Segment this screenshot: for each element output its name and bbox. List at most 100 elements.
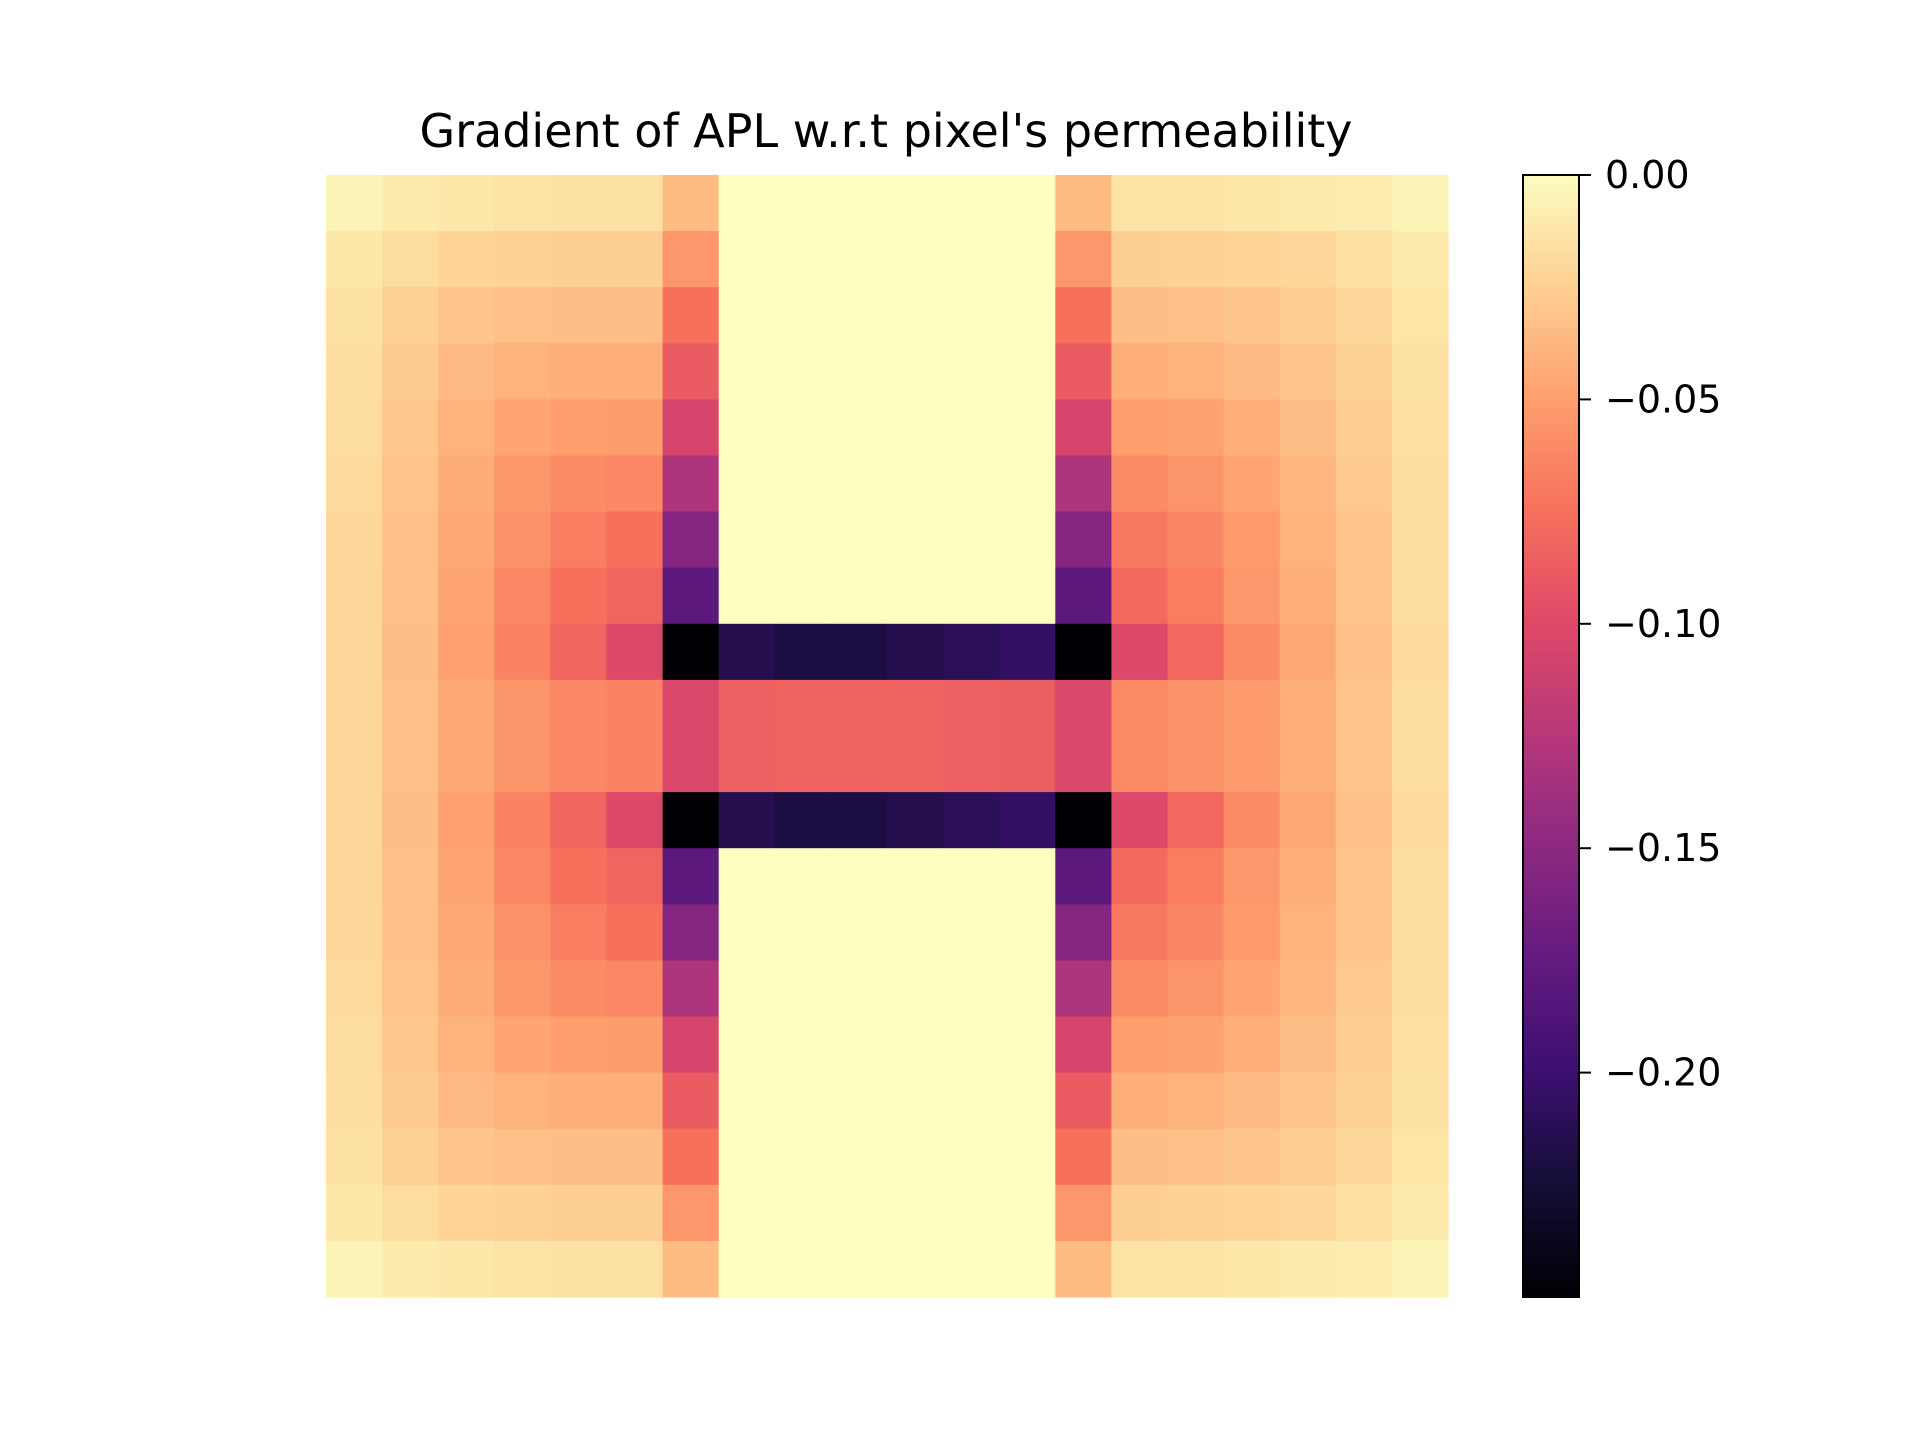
heatmap-cell (718, 960, 776, 1018)
heatmap-cell (830, 623, 888, 681)
heatmap-cell (494, 399, 551, 457)
heatmap-cell (1111, 287, 1169, 344)
heatmap-cell (438, 848, 495, 905)
heatmap-cell (662, 904, 720, 961)
heatmap-cell (1335, 792, 1393, 849)
heatmap-cell (494, 1016, 551, 1074)
heatmap-cell (550, 679, 608, 737)
heatmap-cell (1167, 736, 1225, 793)
heatmap-cell (606, 1072, 664, 1130)
heatmap-cell (438, 960, 495, 1018)
heatmap-cell (999, 792, 1056, 849)
heatmap-cell (1279, 960, 1337, 1018)
heatmap-cell (999, 175, 1056, 232)
heatmap-cell (1335, 904, 1393, 961)
heatmap-cell (1335, 1184, 1393, 1242)
heatmap-cell (1111, 848, 1169, 905)
heatmap-cell (830, 567, 888, 625)
heatmap-cell (1111, 623, 1169, 681)
heatmap-cell (550, 792, 608, 849)
heatmap-cell (1167, 567, 1225, 625)
heatmap-cell (494, 1240, 551, 1298)
heatmap-cell (1055, 511, 1112, 569)
heatmap-cell (606, 231, 664, 288)
heatmap-cell (999, 623, 1056, 681)
heatmap-cell (1391, 287, 1449, 344)
heatmap-cell (494, 1184, 551, 1242)
heatmap-cell (1055, 1184, 1112, 1242)
heatmap-cell (999, 231, 1056, 288)
heatmap-cell (774, 1240, 832, 1298)
heatmap-cell (1223, 399, 1281, 457)
heatmap-cell (606, 1128, 664, 1186)
heatmap-cell (943, 231, 1000, 288)
heatmap-cell (606, 904, 664, 961)
heatmap-cell (887, 904, 944, 961)
heatmap-cell (774, 455, 832, 513)
heatmap-cell (382, 567, 439, 625)
heatmap-cell (1167, 679, 1225, 737)
heatmap-cell (718, 1240, 776, 1298)
heatmap-cell (1055, 1240, 1112, 1298)
heatmap-cell (1279, 511, 1337, 569)
heatmap-cell (438, 904, 495, 961)
heatmap-cell (774, 567, 832, 625)
heatmap-cell (774, 1184, 832, 1242)
heatmap-cell (887, 343, 944, 400)
heatmap-cell (1167, 175, 1225, 232)
heatmap-cell (662, 679, 720, 737)
heatmap-cell (662, 511, 720, 569)
heatmap-cell (494, 175, 551, 232)
heatmap-cell (887, 1072, 944, 1130)
heatmap-cell (662, 1016, 720, 1074)
heatmap-cell (1279, 567, 1337, 625)
heatmap-cell (943, 904, 1000, 961)
heatmap-cell (1391, 960, 1449, 1018)
heatmap-cell (438, 679, 495, 737)
heatmap-cell (438, 1016, 495, 1074)
heatmap-cell (382, 904, 439, 961)
heatmap-cell (662, 343, 720, 400)
heatmap-cell (382, 1240, 439, 1298)
heatmap-cell (1167, 231, 1225, 288)
heatmap-cell (999, 567, 1056, 625)
heatmap-cell (382, 736, 439, 793)
heatmap-cell (382, 511, 439, 569)
heatmap-cell (718, 1016, 776, 1074)
heatmap-cell (1223, 1184, 1281, 1242)
heatmap-cell (774, 399, 832, 457)
heatmap-cell (1167, 455, 1225, 513)
heatmap-cell (943, 287, 1000, 344)
heatmap-cell (550, 960, 608, 1018)
heatmap-cell (830, 736, 888, 793)
heatmap-cell (1055, 455, 1112, 513)
heatmap-cell (382, 231, 439, 288)
heatmap-cell (830, 399, 888, 457)
heatmap-cell (830, 792, 888, 849)
heatmap-cell (1223, 1072, 1281, 1130)
heatmap-cell (550, 399, 608, 457)
heatmap-cell (1391, 1128, 1449, 1186)
heatmap-cell (943, 848, 1000, 905)
heatmap-cell (1335, 399, 1393, 457)
heatmap-cell (1335, 1072, 1393, 1130)
colorbar-tick-label: 0.00 (1605, 153, 1690, 197)
heatmap-cell (382, 1016, 439, 1074)
heatmap-cell (943, 455, 1000, 513)
heatmap-cell (550, 175, 608, 232)
heatmap-cell (438, 231, 495, 288)
heatmap-cell (943, 511, 1000, 569)
heatmap-cell (1111, 511, 1169, 569)
heatmap-cell (887, 1240, 944, 1298)
heatmap-cell (606, 1184, 664, 1242)
heatmap-cell (606, 736, 664, 793)
heatmap-cell (1223, 904, 1281, 961)
heatmap-cell (1391, 679, 1449, 737)
heatmap-cell (830, 1072, 888, 1130)
heatmap-cell (550, 1016, 608, 1074)
heatmap-cell (382, 623, 439, 681)
heatmap-cell (718, 679, 776, 737)
heatmap-cell (943, 343, 1000, 400)
heatmap-cell (1223, 792, 1281, 849)
heatmap-cell (606, 567, 664, 625)
